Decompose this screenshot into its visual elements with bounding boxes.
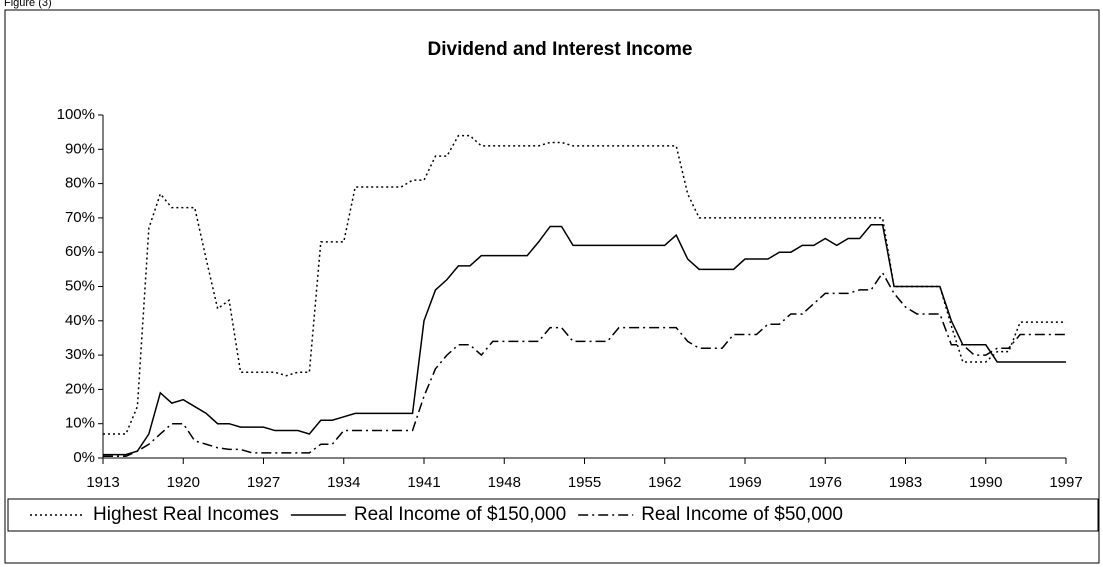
x-tick-label: 1948 [488, 474, 521, 491]
x-tick-label: 1927 [247, 474, 280, 491]
x-tick-label: 1962 [648, 474, 681, 491]
y-tick-label: 0% [73, 449, 95, 466]
chart-title: Dividend and Interest Income [428, 39, 693, 60]
y-tick-label: 40% [65, 312, 95, 329]
chart-frame [4, 9, 1100, 564]
x-tick-label: 1934 [327, 474, 360, 491]
y-tick-label: 20% [65, 380, 95, 397]
line-series [103, 134, 1066, 435]
y-tick-label: 30% [65, 346, 95, 363]
legend-label: Real Income of $150,000 [354, 504, 566, 525]
x-tick-label: 1976 [809, 474, 842, 491]
y-tick-label: 90% [65, 140, 95, 157]
y-tick-label: 60% [65, 243, 95, 260]
legend-label: Real Income of $50,000 [641, 504, 843, 525]
line-series [103, 224, 1066, 456]
x-tick-label: 1983 [889, 474, 922, 491]
x-tick-label: 1920 [167, 474, 200, 491]
legend-box [7, 498, 1099, 532]
y-tick-label: 100% [57, 106, 95, 123]
x-tick-label: 1997 [1049, 474, 1082, 491]
line-series [103, 271, 1066, 458]
figure-label: Figure (3) [4, 0, 52, 9]
y-tick-label: 50% [65, 277, 95, 294]
x-tick-label: 1913 [86, 474, 119, 491]
x-tick-label: 1941 [407, 474, 440, 491]
y-tick-label: 80% [65, 175, 95, 192]
y-tick-label: 10% [65, 415, 95, 432]
x-tick-label: 1955 [568, 474, 601, 491]
x-tick-label: 1990 [969, 474, 1002, 491]
y-tick-label: 70% [65, 209, 95, 226]
legend-label: Highest Real Incomes [93, 504, 279, 525]
x-tick-label: 1969 [728, 474, 761, 491]
